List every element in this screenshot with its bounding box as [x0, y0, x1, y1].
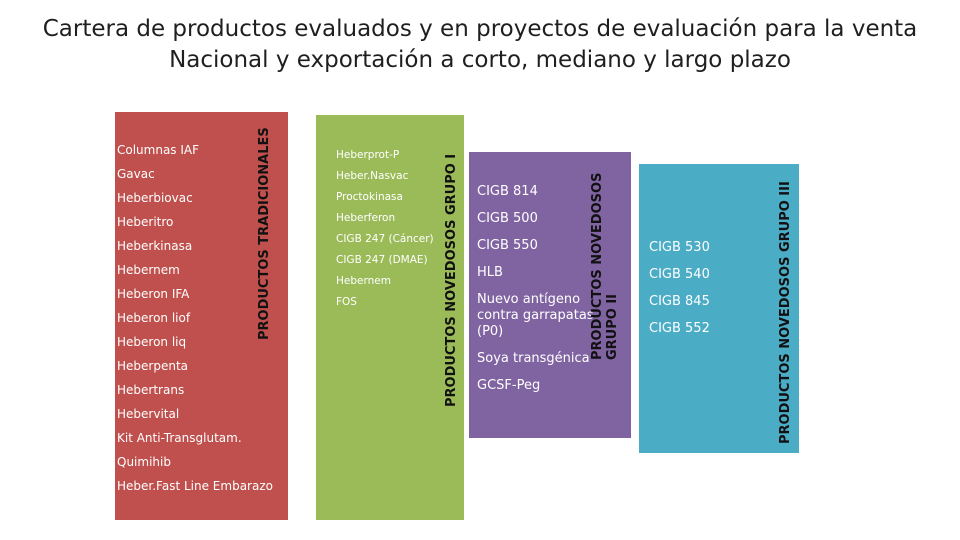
product-item: Kit Anti-Transglutam. — [117, 431, 242, 445]
product-item: CIGB 552 — [649, 321, 710, 336]
group-2-label: PRODUCTOS NOVEDOSOS GRUPO II — [590, 172, 620, 360]
traditional-products-list: Columnas IAF Gavac Heberbiovac Heberitro Heb… — [117, 138, 273, 498]
product-item: CIGB 540 — [649, 267, 710, 282]
product-item: Hebernem — [117, 263, 180, 277]
group-3-label: PRODUCTOS NOVEDOSOS GRUPO III — [778, 181, 793, 444]
product-item: Heber.Nasvac — [336, 170, 409, 182]
product-item: CIGB 247 (Cáncer) — [336, 233, 434, 245]
product-item: Heberkinasa — [117, 239, 193, 253]
product-item: Heberitro — [117, 215, 174, 229]
product-item: Heberon liq — [117, 335, 187, 349]
slide-title: Cartera de productos evaluados y en proy… — [0, 14, 960, 76]
group-1-label: PRODUCTOS NOVEDOSOS GRUPO I — [444, 153, 459, 407]
product-item: CIGB 550 — [477, 238, 538, 253]
product-item: Columnas IAF — [117, 143, 200, 157]
product-item: Heberpenta — [117, 359, 189, 373]
group-3-card: CIGB 530 CIGB 540 CIGB 845 CIGB 552 PRODUCT… — [639, 164, 799, 453]
group-1-list: Heberprot-P Heber.Nasvac Proctokinasa Heber… — [336, 145, 434, 313]
group-1-card: Heberprot-P Heber.Nasvac Proctokinasa Heber… — [316, 115, 464, 520]
product-item: GCSF-Peg — [477, 378, 541, 393]
product-item: Heberon liof — [117, 311, 191, 325]
product-item: Gavac — [117, 167, 155, 181]
product-item: Heberbiovac — [117, 191, 193, 205]
product-item: Quimihib — [117, 455, 171, 469]
product-item: Proctokinasa — [336, 191, 403, 203]
product-item: CIGB 500 — [477, 211, 538, 226]
product-item: Hebervital — [117, 407, 180, 421]
group-3-list: CIGB 530 CIGB 540 CIGB 845 CIGB 552 — [649, 234, 710, 342]
group-2-card: CIGB 814 CIGB 500 CIGB 550 HLB Nuevo antígen… — [469, 152, 631, 438]
product-item: Heberprot-P — [336, 149, 400, 161]
product-item: Heberon IFA — [117, 287, 190, 301]
product-item: Soya transgénica — [477, 351, 590, 366]
title-line-1: Cartera de productos evaluados y en proy… — [42, 16, 918, 42]
product-item: HLB — [477, 265, 503, 280]
group-2-list: CIGB 814 CIGB 500 CIGB 550 HLB Nuevo antígen… — [477, 184, 595, 405]
title-line-2: Nacional y exportación a corto, mediano … — [169, 47, 791, 73]
product-item: Nuevo antígeno contra garrapatas (P0) — [477, 292, 594, 339]
product-item: Heber.Fast Line Embarazo — [117, 479, 273, 493]
product-item: CIGB 247 (DMAE) — [336, 254, 428, 266]
product-item: CIGB 845 — [649, 294, 710, 309]
product-item: Hebertrans — [117, 383, 185, 397]
product-item: FOS — [336, 296, 357, 308]
product-item: CIGB 530 — [649, 240, 710, 255]
traditional-products-card: Columnas IAF Gavac Heberbiovac Heberitro Heb… — [115, 112, 288, 520]
product-item: Heberferon — [336, 212, 396, 224]
product-item: Hebernem — [336, 275, 391, 287]
product-item: CIGB 814 — [477, 184, 538, 199]
traditional-products-label: PRODUCTOS TRADICIONALES — [257, 127, 272, 340]
